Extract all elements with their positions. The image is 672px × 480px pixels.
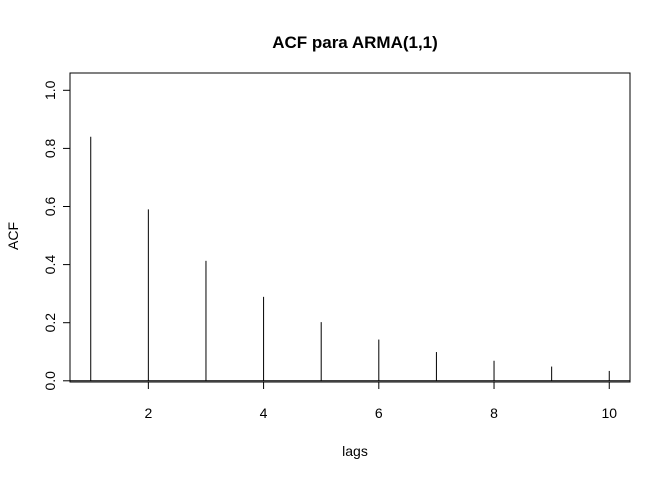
y-axis-label: ACF [5, 222, 21, 250]
y-axis: 0.0 0.2 0.4 0.6 0.8 1.0 [42, 80, 71, 391]
x-axis-label: lags [342, 443, 368, 459]
x-tick-label: 6 [375, 405, 383, 421]
y-tick-label: 0.6 [42, 197, 58, 217]
x-tick-label: 4 [260, 405, 268, 421]
y-tick-label: 0.8 [42, 138, 58, 158]
y-tick-label: 0.4 [42, 255, 58, 275]
plot-box [69, 72, 631, 383]
y-tick-label: 1.0 [42, 80, 58, 100]
y-tick-label: 0.2 [42, 313, 58, 333]
x-tick-label: 2 [144, 405, 152, 421]
chart-title: ACF para ARMA(1,1) [272, 33, 438, 52]
acf-bars [90, 136, 610, 381]
x-tick-label: 10 [601, 405, 617, 421]
y-tick-label: 0.0 [42, 371, 58, 391]
x-axis: 2 4 6 8 10 [144, 381, 617, 421]
x-tick-label: 8 [490, 405, 498, 421]
